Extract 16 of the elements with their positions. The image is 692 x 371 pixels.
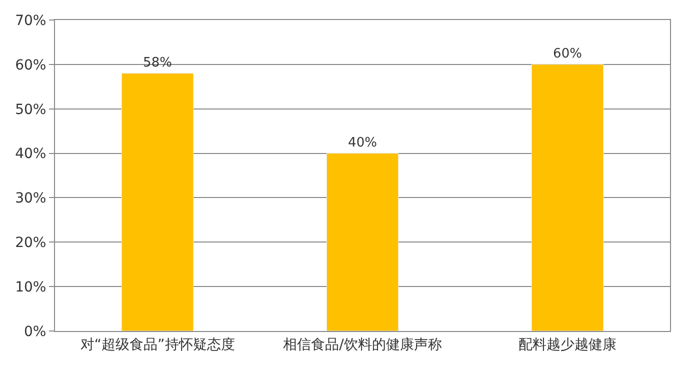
- x-tick-label: 相信食品/饮料的健康声称: [283, 336, 442, 353]
- y-tick-label: 50%: [15, 102, 46, 118]
- y-tick-label: 60%: [15, 57, 46, 74]
- y-tick-label: 30%: [15, 190, 46, 207]
- y-tick-label: 10%: [15, 279, 46, 296]
- y-tick-label: 70%: [15, 12, 46, 29]
- bar: [326, 153, 399, 331]
- bar: [121, 73, 194, 331]
- y-tick-label: 20%: [15, 235, 46, 252]
- bar: [531, 64, 604, 331]
- y-tick-label: 40%: [15, 146, 46, 162]
- x-tick-label: 配料越少越健康: [518, 336, 616, 353]
- x-tick-label: 对“超级食品”持怀疑态度: [80, 336, 235, 353]
- data-label: 60%: [553, 46, 582, 62]
- y-tick-label: 0%: [24, 324, 46, 340]
- data-label: 40%: [348, 135, 377, 150]
